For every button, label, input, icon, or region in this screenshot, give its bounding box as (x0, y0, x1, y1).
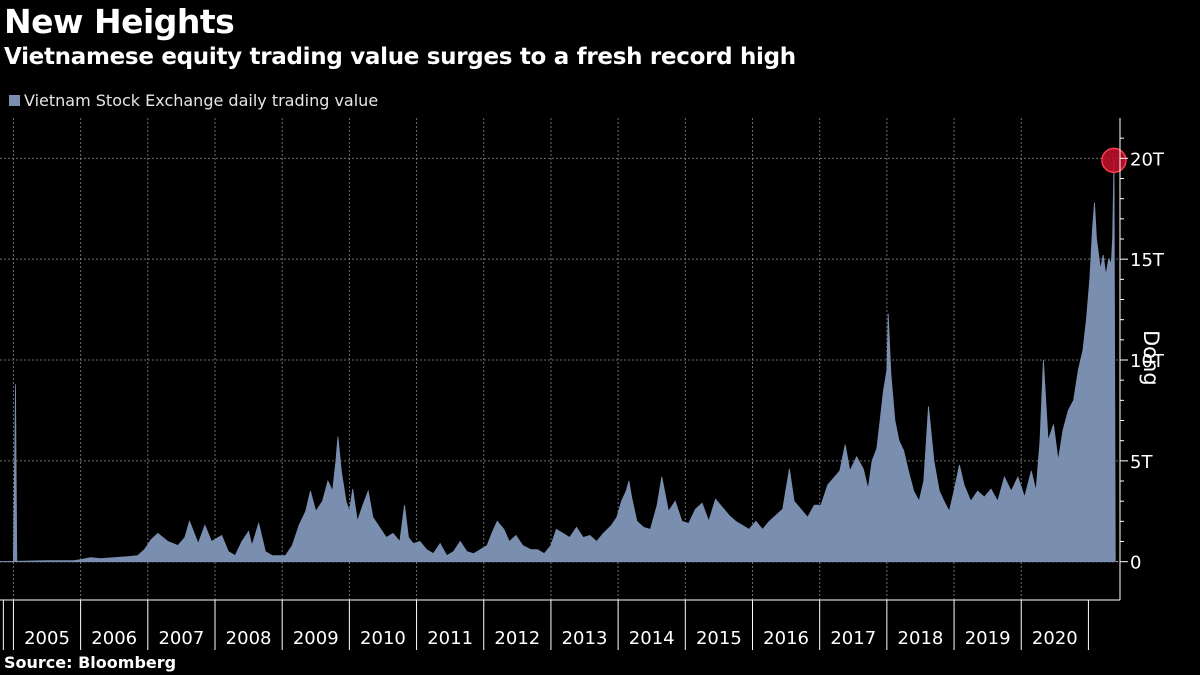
labels: 0 5T 10T 15T 20T 2005 2006 2007 2008 2009 2010 2011… (24, 149, 1165, 649)
y-tick-label: 10T (1130, 351, 1165, 372)
legend-label: Vietnam Stock Exchange daily trading val… (24, 91, 379, 110)
x-year-label: 2010 (360, 628, 406, 649)
series-area (0, 160, 1116, 563)
x-year-label: 2013 (562, 628, 608, 649)
x-year-label: 2014 (629, 628, 675, 649)
x-year-label: 2011 (427, 628, 473, 649)
x-year-label: 2015 (696, 628, 742, 649)
x-year-label: 2019 (965, 628, 1011, 649)
y-tick-label: 15T (1130, 250, 1165, 271)
page-title: New Heights (4, 2, 235, 41)
y-tick-label: 20T (1130, 149, 1165, 170)
x-year-label: 2017 (830, 628, 876, 649)
y-tick-label: 5T (1130, 452, 1153, 473)
legend-swatch (9, 95, 20, 106)
source-note: Source: Bloomberg (4, 653, 177, 672)
x-year-label: 2020 (1032, 628, 1078, 649)
grid (0, 118, 1120, 600)
x-year-label: 2007 (158, 628, 204, 649)
x-year-label: 2005 (24, 628, 70, 649)
axes (0, 118, 1128, 650)
record-high-marker (1101, 147, 1127, 174)
x-year-label: 2009 (293, 628, 339, 649)
legend: Vietnam Stock Exchange daily trading val… (9, 91, 378, 110)
x-year-label: 2006 (91, 628, 137, 649)
y-axis-label: Dong (1139, 330, 1163, 386)
page-subtitle: Vietnamese equity trading value surges t… (4, 44, 796, 70)
y-tick-label: 0 (1130, 553, 1141, 574)
area-layer (0, 147, 1127, 563)
x-year-label: 2012 (494, 628, 540, 649)
x-year-label: 2016 (763, 628, 809, 649)
x-year-label: 2018 (898, 628, 944, 649)
x-year-label: 2008 (226, 628, 272, 649)
